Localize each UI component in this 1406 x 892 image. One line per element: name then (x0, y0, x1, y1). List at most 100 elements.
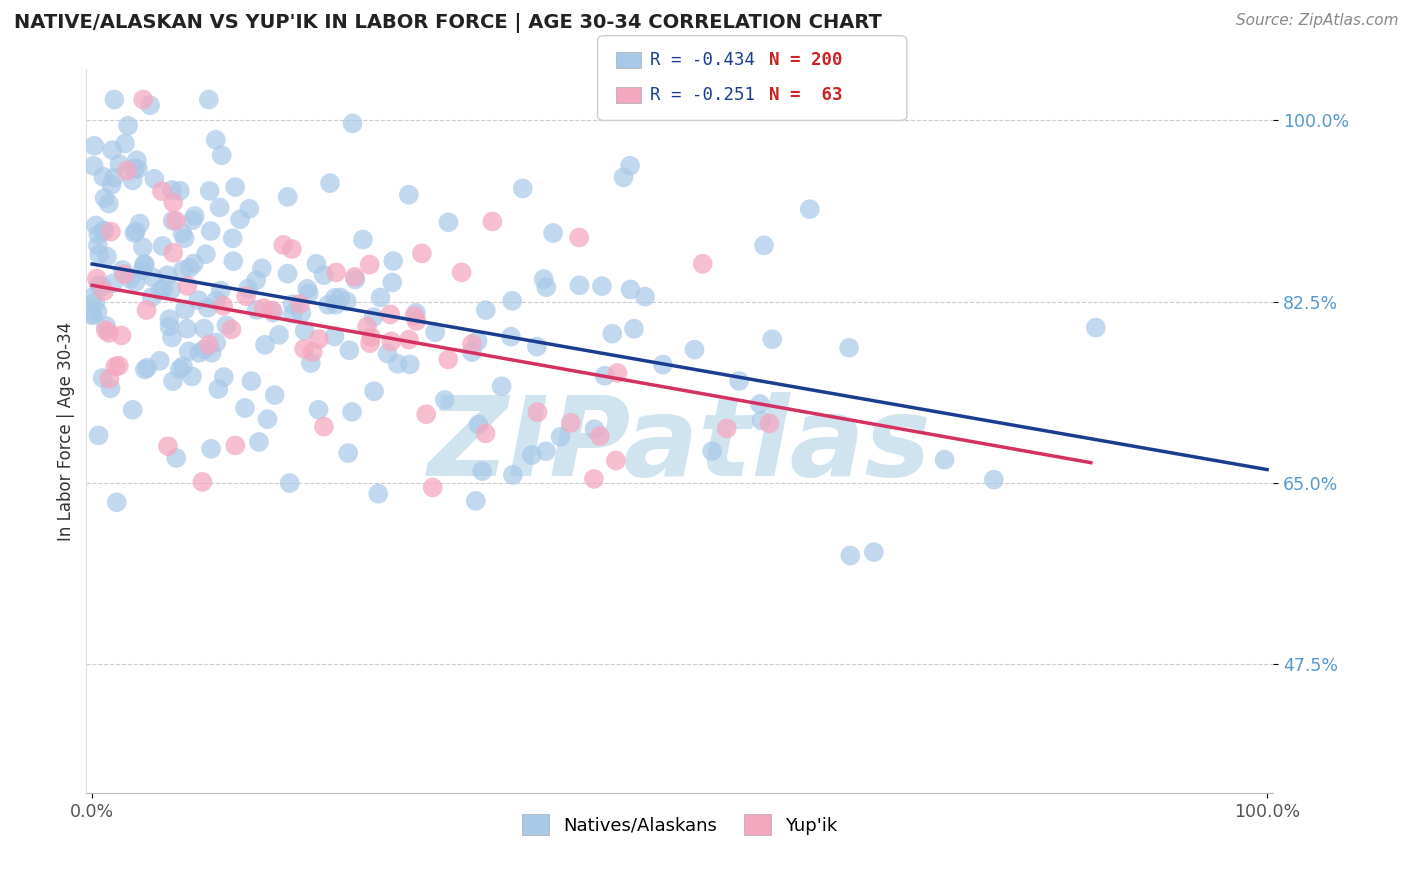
Point (600, 326, 623, 341)
Point (983, 473, 1005, 487)
Point (108, 157, 131, 171)
Point (205, 335, 228, 350)
Point (90, 279, 112, 293)
Point (179, 260, 201, 275)
Point (568, 278, 591, 293)
Point (181, 369, 204, 384)
Point (475, 303, 498, 318)
Point (82, 308, 104, 322)
Point (96, 250, 118, 264)
Point (127, 161, 149, 176)
Point (235, 289, 257, 303)
Point (125, 224, 148, 238)
Point (135, 303, 157, 318)
Point (761, 332, 783, 346)
Point (281, 242, 304, 256)
Text: NATIVE/ALASKAN VS YUP'IK IN LABOR FORCE | AGE 30-34 CORRELATION CHART: NATIVE/ALASKAN VS YUP'IK IN LABOR FORCE … (14, 13, 882, 33)
Point (623, 322, 645, 336)
Point (176, 322, 198, 336)
Point (863, 545, 886, 559)
Point (212, 299, 235, 313)
Point (188, 346, 211, 360)
Point (1084, 320, 1107, 334)
Point (207, 382, 229, 396)
Point (132, 93, 155, 107)
Point (619, 159, 641, 173)
Point (247, 434, 270, 449)
Point (758, 417, 780, 431)
Point (105, 495, 128, 509)
Point (134, 257, 156, 271)
Point (101, 277, 124, 291)
Point (356, 319, 378, 334)
Text: N =  63: N = 63 (769, 87, 842, 104)
Point (160, 183, 183, 197)
Point (183, 256, 205, 270)
Point (165, 450, 187, 465)
Point (93, 224, 115, 238)
Point (606, 366, 628, 380)
Point (501, 293, 523, 308)
Point (716, 421, 738, 435)
Point (568, 230, 591, 244)
Point (141, 290, 163, 304)
Point (323, 329, 346, 343)
Point (84, 295, 107, 310)
Point (683, 343, 706, 357)
Point (201, 345, 224, 359)
Point (312, 268, 335, 282)
Point (246, 302, 269, 317)
Point (467, 334, 489, 348)
Point (149, 284, 172, 298)
Point (425, 325, 447, 339)
Text: R = -0.251: R = -0.251 (650, 87, 755, 104)
Point (124, 275, 146, 289)
Point (381, 276, 404, 290)
Point (398, 333, 420, 347)
Point (363, 384, 385, 399)
Point (238, 202, 260, 216)
Point (121, 402, 143, 417)
Point (83, 138, 105, 153)
Point (87, 277, 110, 292)
Legend: Natives/Alaskans, Yup'ik: Natives/Alaskans, Yup'ik (522, 814, 838, 835)
Point (174, 302, 197, 317)
Point (382, 254, 405, 268)
Point (461, 337, 484, 351)
Point (94, 318, 117, 333)
Point (139, 98, 162, 112)
Point (208, 201, 231, 215)
Point (502, 467, 524, 482)
Point (343, 269, 366, 284)
Point (526, 405, 548, 419)
Point (86, 305, 108, 319)
Point (323, 291, 346, 305)
Point (222, 254, 245, 268)
Point (87, 227, 110, 242)
Point (111, 263, 134, 277)
Point (233, 401, 256, 415)
Point (224, 438, 246, 452)
Point (612, 170, 634, 185)
Point (398, 187, 420, 202)
Point (404, 309, 426, 323)
Point (316, 298, 339, 312)
Point (308, 402, 330, 417)
Point (534, 444, 557, 458)
Point (560, 416, 582, 430)
Point (267, 327, 290, 342)
Point (94, 323, 117, 337)
Point (198, 337, 221, 351)
Point (651, 358, 673, 372)
Text: Source: ZipAtlas.com: Source: ZipAtlas.com (1236, 13, 1399, 29)
Point (262, 303, 284, 318)
Point (464, 494, 486, 508)
Point (292, 342, 315, 356)
Point (799, 202, 821, 216)
Point (411, 246, 433, 260)
Point (172, 227, 194, 241)
Point (415, 407, 437, 421)
Point (474, 426, 496, 441)
Point (748, 397, 770, 411)
Point (634, 290, 657, 304)
